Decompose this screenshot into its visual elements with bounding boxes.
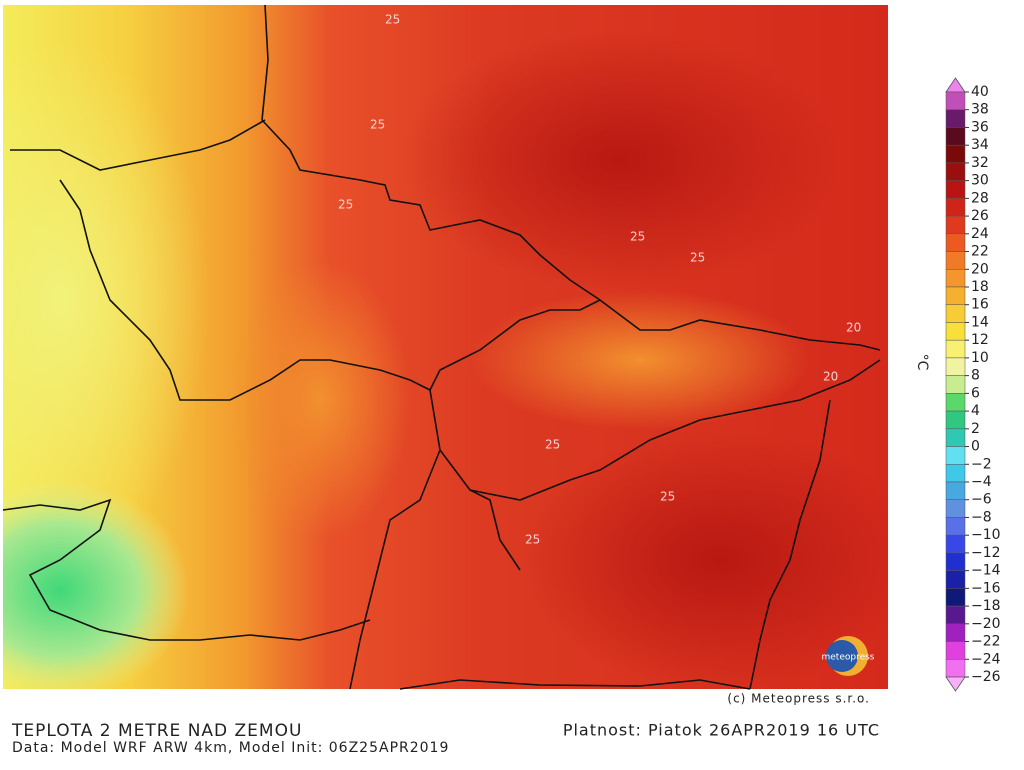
colorbar-band	[945, 588, 966, 607]
valid-time: Platnost: Piatok 26APR2019 16 UTC	[563, 721, 880, 740]
colorbar-band	[945, 322, 966, 341]
colorbar-band	[945, 534, 966, 554]
colorbar-tick-label: −4	[971, 474, 992, 490]
colorbar-band	[945, 198, 966, 217]
contour-label: 25	[370, 118, 385, 132]
colorbar-tick-label: 30	[971, 173, 989, 189]
colorbar-tick-label: 6	[971, 385, 980, 401]
temperature-field	[3, 5, 888, 689]
contour-label: 25	[630, 230, 645, 244]
colorbar-band	[945, 180, 966, 199]
colorbar-tick-label: −16	[971, 580, 1001, 596]
colorbar-band	[945, 339, 966, 359]
colorbar-tick-label: −2	[971, 456, 992, 472]
colorbar-tick-label: 18	[971, 279, 989, 295]
colorbar-tick-label: −18	[971, 598, 1001, 614]
colorbar-band	[945, 481, 966, 500]
colorbar-extend-bottom	[945, 676, 966, 692]
map-subtitle: Data: Model WRF ARW 4km, Model Init: 06Z…	[12, 740, 449, 756]
colorbar-tick-label: 2	[971, 421, 980, 437]
colorbar-band	[945, 304, 966, 323]
colorbar-tick-label: 38	[971, 102, 989, 118]
colorbar-tick-label: 22	[971, 244, 989, 260]
colorbar-tick-label: −10	[971, 527, 1001, 543]
colorbar-tick-label: 26	[971, 208, 989, 224]
logo: meteopress	[821, 636, 875, 676]
colorbar-tick-label: −8	[971, 509, 992, 525]
contour-labels: 25 25 25 25 20 25 25 25 20 25	[338, 13, 861, 547]
colorbar-band	[945, 428, 966, 447]
colorbar-band	[945, 357, 966, 376]
colorbar-band	[945, 464, 966, 483]
colorbar-tick-label: 0	[971, 439, 980, 455]
colorbar-tick-label: 20	[971, 261, 989, 277]
colorbar-tick-label: 36	[971, 119, 989, 135]
colorbar-tick-label: 10	[971, 350, 989, 366]
colorbar-band	[945, 162, 966, 181]
colorbar-band	[945, 410, 966, 430]
colorbar-band	[945, 109, 966, 128]
colorbar-band	[945, 446, 966, 465]
colorbar-tick-label: 8	[971, 368, 980, 384]
colorbar-band	[945, 605, 966, 625]
logo-text: meteopress	[821, 653, 874, 663]
colorbar-tick-label: 4	[971, 403, 980, 419]
contour-label: 25	[385, 13, 400, 27]
colorbar-band	[945, 251, 966, 270]
contour-label: 20	[823, 370, 838, 384]
contour-label: 20	[846, 321, 861, 335]
colorbar-band	[945, 127, 966, 146]
colorbar-band	[945, 286, 966, 305]
contour-label: 25	[545, 438, 560, 452]
contour-label: 25	[690, 251, 705, 265]
colorbar-unit: °C	[914, 354, 930, 371]
colorbar-band	[945, 375, 966, 394]
map-title: TEPLOTA 2 METRE NAD ZEMOU	[11, 721, 302, 741]
colorbar-tick-label: 16	[971, 297, 989, 313]
colorbar-tick-label: 24	[971, 226, 989, 242]
colorbar-band	[945, 215, 966, 235]
colorbar-band	[945, 499, 966, 518]
borders	[2, 4, 881, 690]
contour-label: 25	[660, 490, 675, 504]
colorbar-tick-label: −22	[971, 634, 1001, 650]
colorbar-tick-label: 12	[971, 332, 989, 348]
contour-label: 25	[338, 198, 353, 212]
colorbar-band	[945, 269, 966, 288]
colorbar-tick-label: 28	[971, 190, 989, 206]
colorbar-band	[945, 623, 966, 642]
colorbar-tick-label: −24	[971, 651, 1001, 667]
copyright: (c) Meteopress s.r.o.	[727, 692, 870, 706]
colorbar-extend-top	[945, 77, 966, 93]
colorbar-tick-label: −12	[971, 545, 1001, 561]
colorbar-band	[945, 517, 966, 536]
colorbar: 4038363432302826242220181614121086420−2−…	[945, 77, 1001, 692]
colorbar-band	[945, 641, 966, 660]
colorbar-band	[945, 144, 966, 164]
colorbar-band	[945, 552, 966, 571]
colorbar-tick-label: −6	[971, 492, 992, 508]
colorbar-band	[945, 659, 966, 678]
colorbar-band	[945, 393, 966, 412]
colorbar-tick-label: 14	[971, 314, 989, 330]
colorbar-tick-label: 32	[971, 155, 989, 171]
colorbar-tick-label: 40	[971, 84, 989, 100]
colorbar-band	[945, 91, 966, 110]
contour-label: 25	[525, 533, 540, 547]
colorbar-tick-label: −26	[971, 669, 1001, 685]
colorbar-band	[945, 570, 966, 589]
colorbar-tick-label: −14	[971, 563, 1001, 579]
colorbar-tick-label: 34	[971, 137, 989, 153]
colorbar-band	[945, 233, 966, 252]
colorbar-tick-label: −20	[971, 616, 1001, 632]
